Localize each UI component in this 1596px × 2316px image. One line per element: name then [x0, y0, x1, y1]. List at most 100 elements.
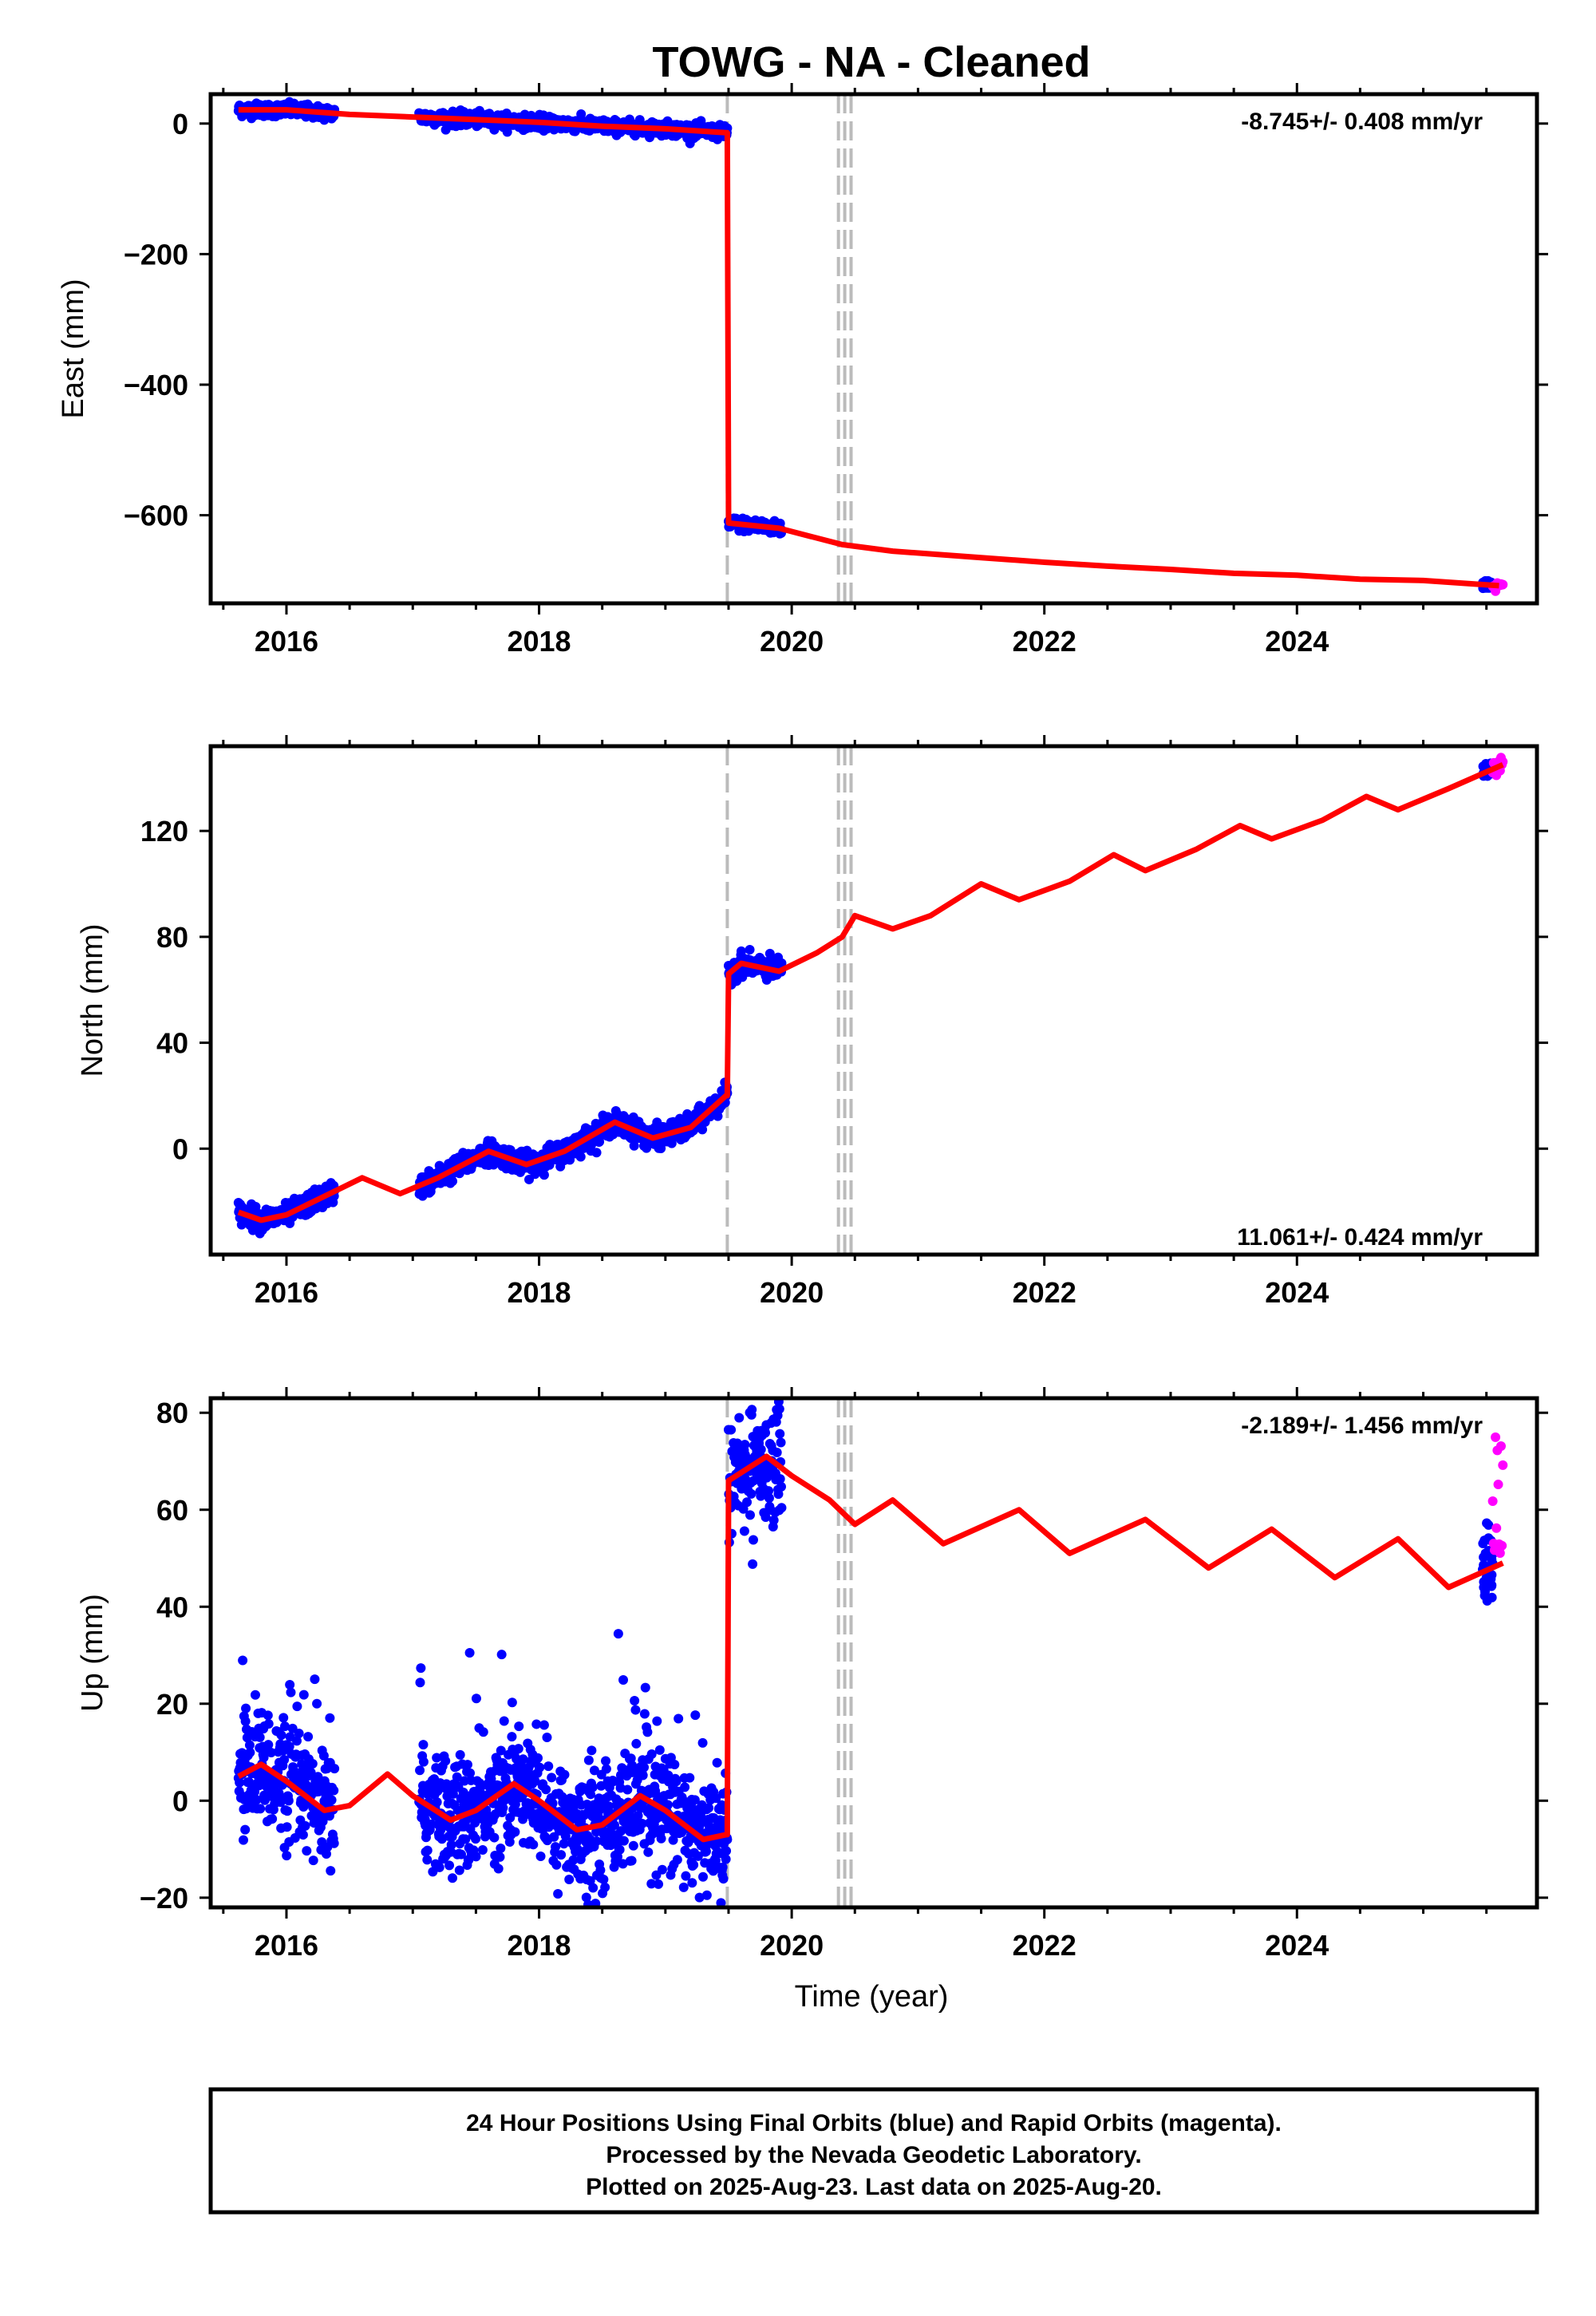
up-rapid-point [1495, 1547, 1505, 1558]
up-point [775, 1429, 785, 1439]
up-rapid-point [1497, 1540, 1507, 1551]
up-point [259, 1753, 269, 1763]
up-point [307, 1758, 318, 1769]
x-axis-label: Time (year) [795, 1980, 949, 2014]
up-point [745, 1510, 756, 1520]
up-point [774, 1404, 784, 1414]
up-point [240, 1824, 251, 1835]
north-final-orbit-points [233, 758, 1498, 1239]
up-point [241, 1703, 251, 1713]
up-point [505, 1812, 516, 1823]
north-y-tick-label: 80 [156, 921, 188, 954]
up-point [768, 1515, 779, 1525]
up-point [770, 1336, 780, 1346]
footer-line-3: Plotted on 2025-Aug-23. Last data on 202… [586, 2174, 1162, 2200]
up-point [263, 1718, 274, 1729]
up-point [581, 1892, 591, 1903]
east-x-tick-label: 2024 [1265, 625, 1329, 658]
up-point [600, 1882, 610, 1892]
up-point [654, 1745, 665, 1755]
up-point [507, 1732, 517, 1742]
up-point [455, 1749, 465, 1760]
north-y-tick-label: 40 [156, 1027, 188, 1060]
up-point [318, 1750, 329, 1761]
up-point [701, 1846, 711, 1856]
up-point [628, 1840, 638, 1851]
up-y-tick-label: 0 [172, 1784, 188, 1817]
up-point [255, 1804, 266, 1814]
up-point [531, 1719, 542, 1729]
up-point [416, 1663, 426, 1674]
up-point [674, 1713, 684, 1724]
up-point [739, 1526, 749, 1536]
up-rapid-point [1487, 1496, 1498, 1506]
footer-box: 24 Hour Positions Using Final Orbits (bl… [208, 2087, 1539, 2215]
up-point [761, 1382, 771, 1392]
panel-north: 2016 2018 2020 2022 2024 0 40 80 120 North (mm) 11… [76, 735, 1548, 1309]
north-x-tick-label: 2018 [507, 1276, 571, 1309]
up-point [689, 1860, 699, 1870]
up-rapid-point [1495, 1441, 1506, 1452]
up-point [678, 1882, 689, 1892]
up-point [551, 1842, 561, 1852]
up-point [276, 1730, 286, 1741]
up-point [776, 1503, 787, 1513]
up-point [677, 1828, 687, 1838]
up-point [504, 1836, 515, 1847]
up-point [640, 1682, 650, 1693]
up-point [292, 1701, 302, 1712]
up-point [697, 1737, 708, 1748]
up-y-tick-label: 60 [156, 1494, 188, 1527]
up-point [618, 1859, 628, 1869]
figure-title: TOWG - NA - Cleaned [652, 38, 1090, 86]
up-point [432, 1797, 442, 1808]
east-frame [208, 92, 1539, 606]
up-point [528, 1840, 539, 1850]
up-point [535, 1762, 545, 1773]
up-point [240, 1716, 251, 1726]
up-point [308, 1856, 318, 1866]
up-point [415, 1765, 425, 1776]
footer-line-2: Processed by the Nevada Geodetic Laborat… [606, 2142, 1141, 2168]
up-point [689, 1795, 700, 1805]
footer-line-1: 24 Hour Positions Using Final Orbits (bl… [466, 2110, 1282, 2136]
up-point [434, 1862, 444, 1872]
north-frame [208, 744, 1539, 1257]
up-point [652, 1716, 662, 1726]
up-point [282, 1851, 292, 1861]
up-point [235, 1777, 245, 1788]
north-plot-area [233, 746, 1508, 1255]
up-point [244, 1740, 255, 1750]
up-point [312, 1698, 322, 1709]
up-point [464, 1647, 475, 1658]
up-point [654, 1879, 664, 1889]
up-point [639, 1762, 650, 1773]
up-point [446, 1840, 456, 1850]
up-point [642, 1727, 653, 1737]
up-y-tick-label: 20 [156, 1688, 188, 1721]
up-point [330, 1764, 340, 1774]
up-point [694, 1892, 705, 1903]
up-point [681, 1871, 691, 1881]
up-point [518, 1754, 528, 1765]
up-point [1482, 1518, 1492, 1528]
up-point [498, 1803, 508, 1813]
east-plot-area [233, 94, 1508, 603]
panel-east: 2016 2018 2020 2022 2024 0 −200 −400 −600 East (m… [57, 83, 1548, 658]
up-point [250, 1690, 260, 1700]
north-x-tick-label: 2022 [1013, 1276, 1077, 1309]
up-point [1479, 1560, 1489, 1571]
up-y-tick-label: −20 [140, 1882, 188, 1915]
up-point [462, 1760, 472, 1770]
up-point [496, 1745, 506, 1756]
up-x-tick-label: 2016 [255, 1929, 318, 1962]
up-point [310, 1674, 320, 1685]
up-point [510, 1799, 520, 1809]
up-point [690, 1710, 701, 1721]
up-point [593, 1812, 603, 1823]
up-point [456, 1849, 467, 1860]
east-x-tick-label: 2016 [255, 625, 318, 658]
panel-up: 2016 2018 2020 2022 2024 −20 0 20 40 60 80 Up (mm) -… [76, 1336, 1548, 1962]
up-rate-label: -2.189+/- 1.456 mm/yr [1241, 1413, 1483, 1439]
